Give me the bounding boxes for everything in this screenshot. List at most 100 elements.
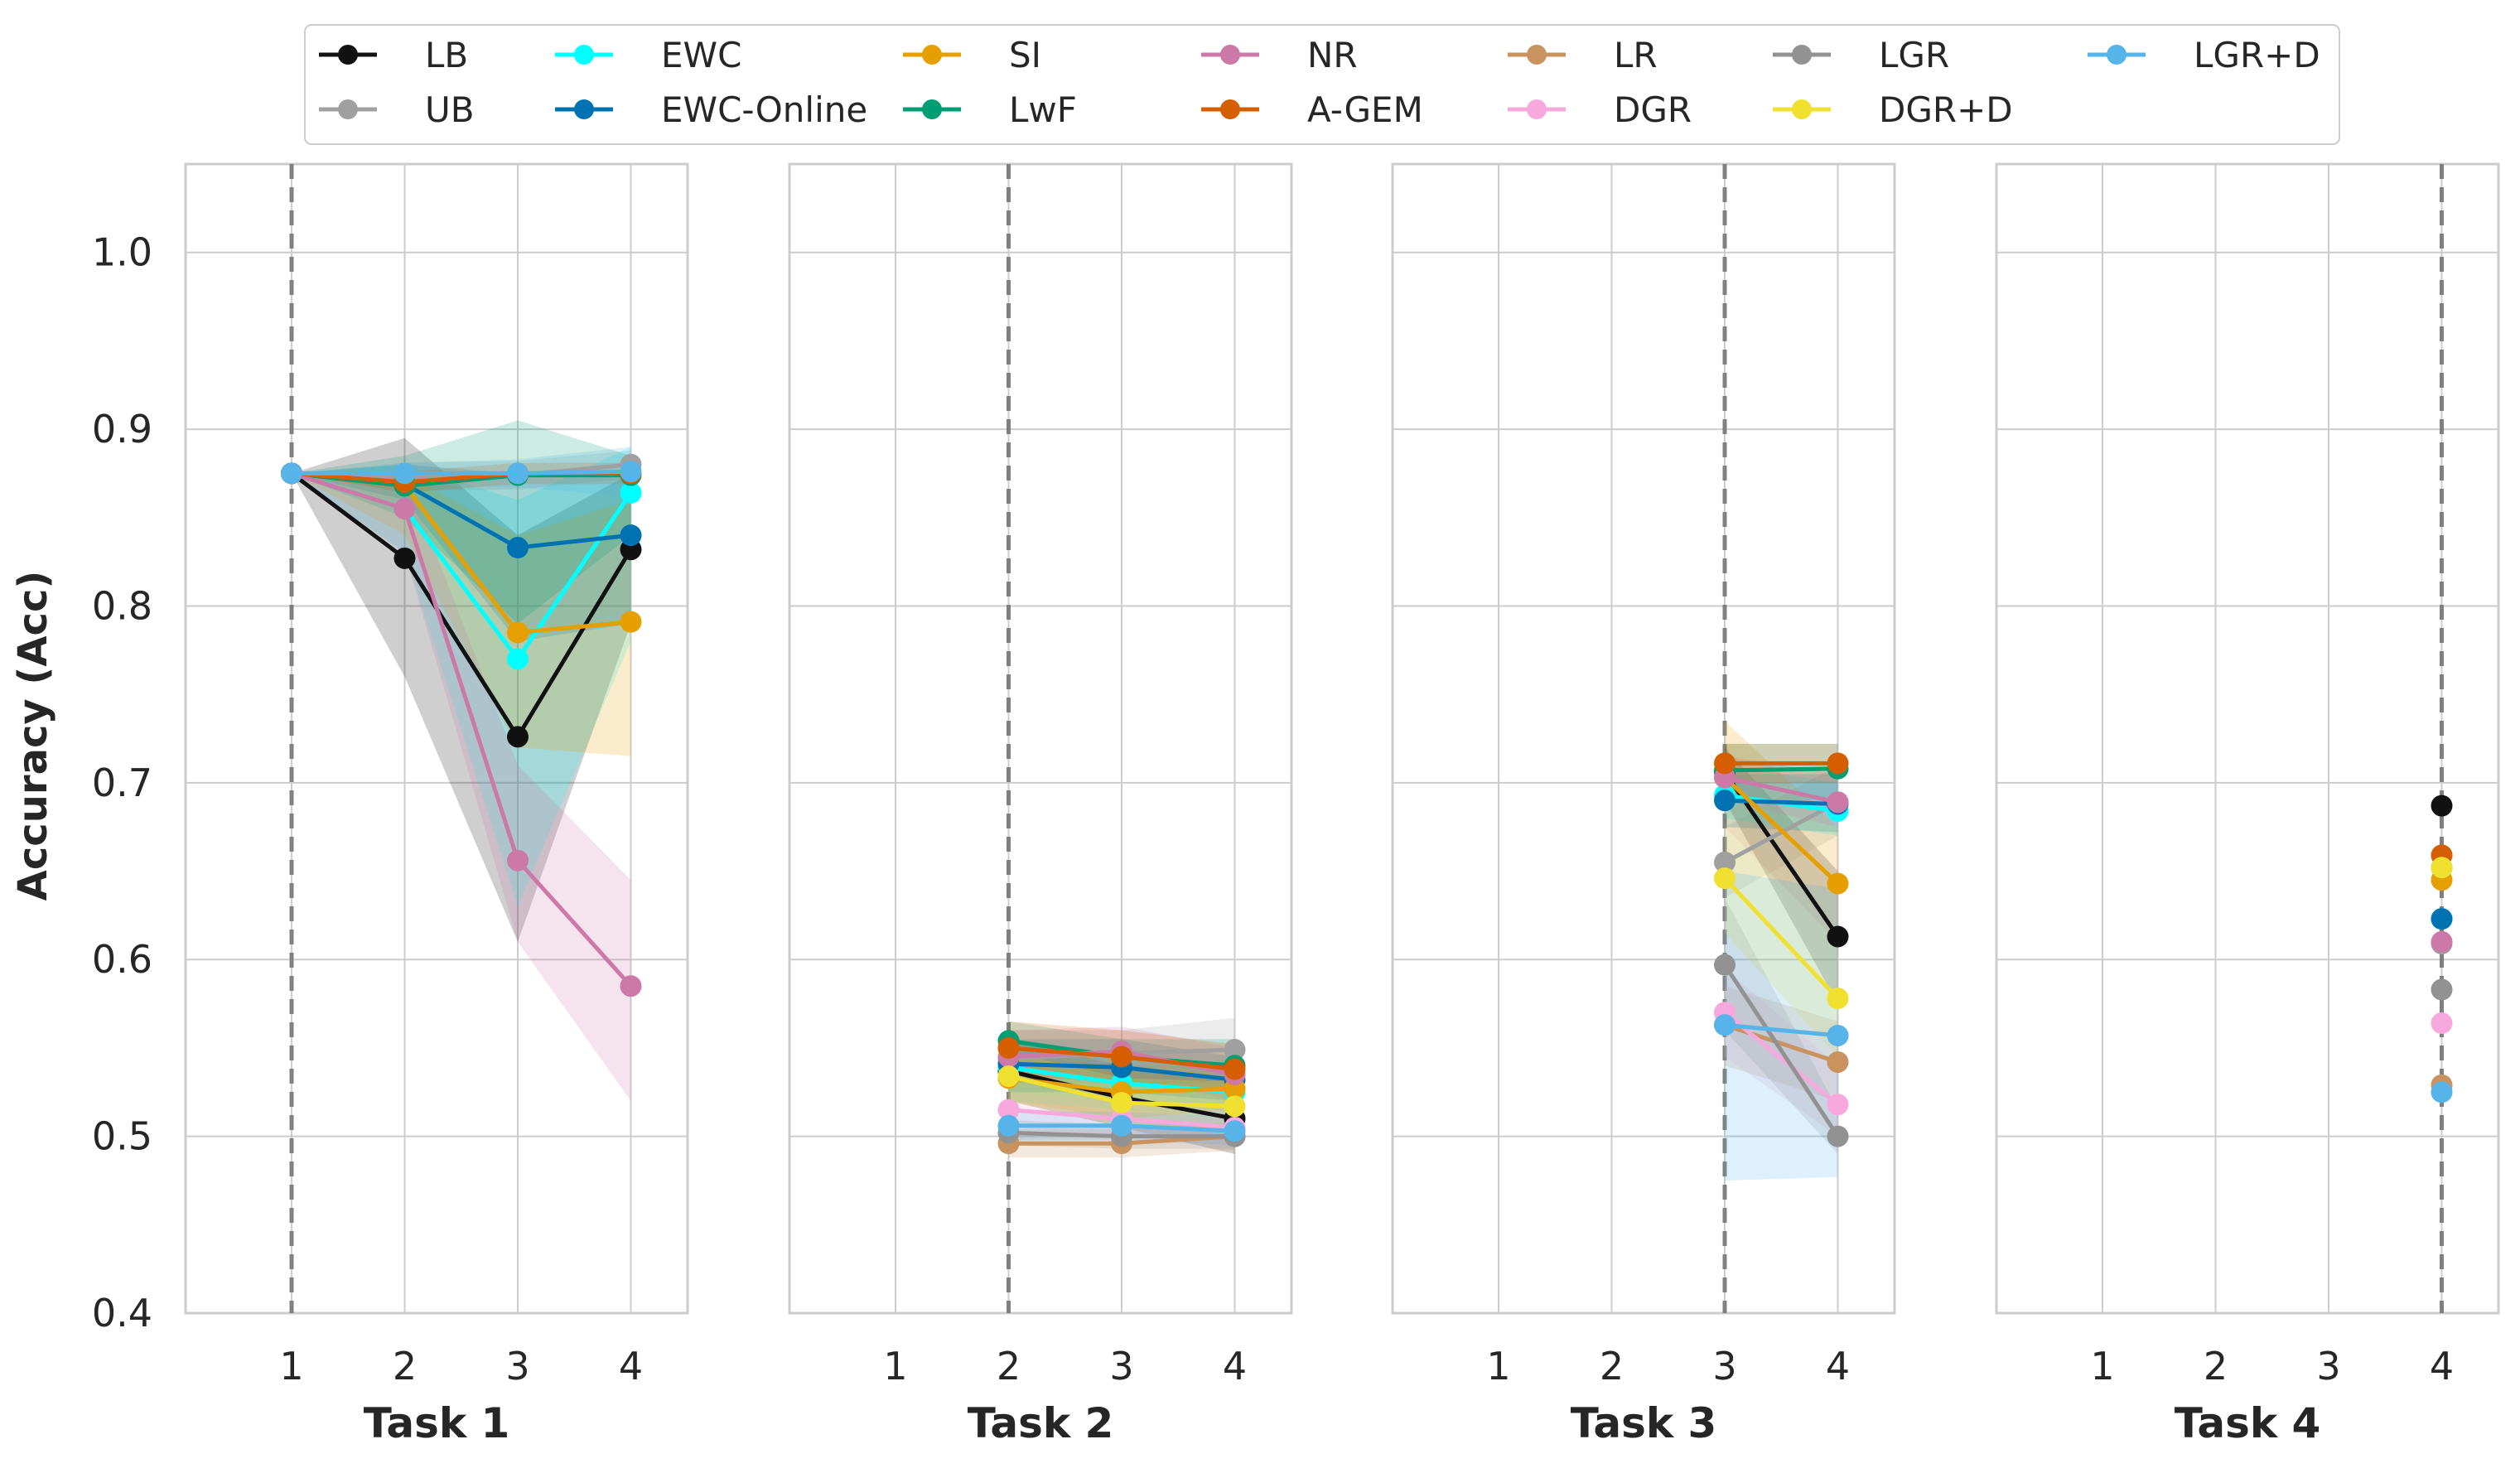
panel-frame	[184, 162, 689, 1315]
point-lgr	[1827, 1125, 1849, 1147]
y-tick-label: 0.5	[92, 1114, 152, 1159]
band-lgr-plus-d	[1725, 871, 1838, 1181]
legend-label-lgr: LGR	[1879, 35, 1949, 75]
legend-marker-dgr-plus-d	[1792, 99, 1812, 119]
legend-item-a-gem: A-GEM	[1201, 89, 1423, 130]
legend-item-ub: UB	[319, 89, 475, 130]
point-lgr-plus-d	[997, 1114, 1020, 1137]
panels: 1 2 3 4 0.4 0.5 0.6 0.7 0.8 0.9 1.0 Task 1 1 2 3 4 Task …	[92, 162, 2500, 1447]
legend-marker-ub	[338, 99, 358, 119]
point-lgr-plus-d	[2431, 1081, 2453, 1104]
legend-label-nr: NR	[1307, 35, 1358, 75]
line-lb	[290, 471, 633, 741]
x-tick-label: 2	[2204, 1344, 2228, 1388]
point-a-gem	[997, 1036, 1020, 1059]
point-lgr-plus-d	[620, 461, 642, 483]
y-tick-label: 0.7	[92, 761, 152, 805]
line-lgr	[1722, 963, 1840, 1137]
point-lgr-plus-d	[1714, 1014, 1736, 1036]
x-axis-label-task-2: Task 2	[968, 1399, 1114, 1447]
x-tick-label: 1	[279, 1344, 303, 1388]
point-lb	[393, 547, 416, 569]
x-tick-label: 4	[1826, 1344, 1850, 1388]
legend-marker-dgr	[1527, 99, 1547, 119]
line-lwf	[1724, 766, 1838, 773]
legend-item-dgr: DGR	[1508, 89, 1692, 130]
legend-item-lb: LB	[319, 35, 468, 75]
point-ewc	[507, 648, 529, 670]
legend-label-ub: UB	[425, 89, 475, 130]
legend-item-si: SI	[903, 35, 1041, 75]
legend-item-lr: LR	[1508, 35, 1658, 75]
legend-item-ewc-online: EWC-Online	[555, 89, 867, 130]
legend-item-ewc: EWC	[555, 35, 741, 75]
line-lgr-plus-d	[1724, 1022, 1838, 1038]
point-nr	[2431, 930, 2453, 953]
x-tick-label: 4	[1223, 1344, 1247, 1388]
panel-task-1: 1 2 3 4 0.4 0.5 0.6 0.7 0.8 0.9 1.0 Task 1	[92, 162, 689, 1447]
legend-item-lgr: LGR	[1773, 35, 1949, 75]
panel-frame	[1391, 162, 1896, 1315]
line-ewc-online	[1724, 798, 1838, 806]
x-axis-label-task-4: Task 4	[2175, 1399, 2321, 1447]
x-tick-label: 1	[1486, 1344, 1510, 1388]
line-nr	[1724, 775, 1839, 804]
point-lgr-plus-d	[1224, 1120, 1246, 1142]
point-a-gem	[1827, 752, 1849, 775]
line-si	[1723, 775, 1840, 886]
legend-label-lr: LR	[1614, 35, 1658, 75]
point-ub	[1224, 1039, 1246, 1061]
x-tick-label: 2	[1600, 1344, 1624, 1388]
band-lwf	[1725, 743, 1838, 801]
point-si	[507, 621, 529, 644]
point-a-gem	[1224, 1058, 1246, 1080]
line-lr	[1724, 1022, 1839, 1065]
band-dgr-plus-d	[1725, 827, 1838, 1057]
point-lgr-plus-d	[1827, 1024, 1849, 1046]
point-dgr	[2431, 1012, 2453, 1035]
y-tick-label: 0.6	[92, 937, 152, 982]
point-lb	[2431, 794, 2453, 817]
band-ewc-online	[292, 464, 631, 642]
point-dgr-plus-d	[1827, 988, 1849, 1010]
point-ewc-online	[2431, 908, 2453, 930]
panel-task-4: 1 2 3 4 Task 4	[1995, 162, 2500, 1447]
point-ewc-online	[620, 524, 642, 547]
legend-label-lb: LB	[425, 35, 468, 75]
point-lgr-plus-d	[281, 462, 302, 485]
point-ewc	[620, 481, 642, 504]
legend-item-nr: NR	[1201, 35, 1358, 75]
x-tick-label: 3	[1712, 1344, 1736, 1388]
legend-label-si: SI	[1009, 35, 1041, 75]
panel-task-2: 1 2 3 4 Task 2	[788, 162, 1293, 1447]
line-dgr-plus-d	[1723, 877, 1840, 1000]
panel-frame	[1995, 162, 2500, 1315]
legend-marker-ewc-online	[574, 99, 594, 119]
x-tick-label: 3	[2316, 1344, 2340, 1388]
x-tick-label: 3	[505, 1344, 529, 1388]
legend-label-lgr-plus-d: LGR+D	[2194, 35, 2320, 75]
y-tick-label: 1.0	[92, 230, 152, 275]
x-tick-label: 1	[2090, 1344, 2114, 1388]
x-tick-label: 3	[1109, 1344, 1133, 1388]
band-nr	[292, 473, 631, 1101]
legend-item-dgr-plus-d: DGR+D	[1773, 89, 2013, 130]
legend: LB UB EWC EWC-Online SI LwF NR A-GEM LR DGR LGR DGR…	[304, 24, 2340, 145]
legend-marker-lb	[338, 45, 358, 65]
legend-marker-a-gem	[1220, 99, 1240, 119]
y-tick-label: 0.9	[92, 407, 152, 452]
legend-label-dgr: DGR	[1614, 89, 1692, 130]
band-ewc	[292, 447, 631, 907]
legend-label-a-gem: A-GEM	[1307, 89, 1423, 130]
legend-item-lwf: LwF	[903, 89, 1077, 130]
point-dgr-plus-d	[1224, 1095, 1246, 1118]
point-dgr	[997, 1099, 1020, 1121]
legend-label-ewc-online: EWC-Online	[661, 89, 867, 130]
point-nr	[507, 849, 529, 872]
point-lgr-plus-d	[1111, 1114, 1132, 1137]
line-lgr-plus-d	[292, 469, 631, 476]
point-dgr	[1827, 1094, 1849, 1116]
point-si	[620, 611, 642, 633]
point-lb	[507, 726, 529, 748]
